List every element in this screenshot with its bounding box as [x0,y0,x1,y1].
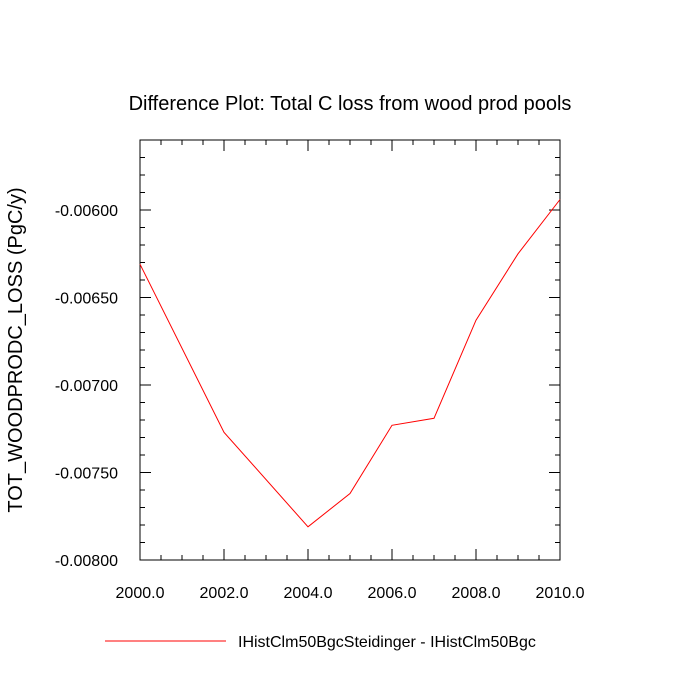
x-tick-labels: 2000.0 2002.0 2004.0 2006.0 2008.0 2010.0 [116,585,585,602]
legend-label: IHistClm50BgcSteidinger - IHistClm50Bgc [238,634,536,651]
y-tick-label: -0.00800 [55,553,118,570]
chart-title: Difference Plot: Total C loss from wood … [129,93,572,115]
y-tick-label: -0.00600 [55,203,118,220]
series-line [139,199,561,528]
x-tick-label: 2000.0 [116,585,165,602]
legend: IHistClm50BgcSteidinger - IHistClm50Bgc [105,634,536,651]
x-tick-label: 2010.0 [536,585,585,602]
y-tick-label: -0.00750 [55,466,118,483]
y-tick-label: -0.00650 [55,291,118,308]
series-lines [139,199,561,528]
x-tick-label: 2002.0 [200,585,249,602]
plot-frame [139,139,561,561]
x-tick-label: 2006.0 [368,585,417,602]
minor-ticks [139,139,561,561]
x-tick-label: 2008.0 [452,585,501,602]
y-tick-labels: -0.00800 -0.00750 -0.00700 -0.00650 -0.00600 [55,203,118,570]
y-tick-label: -0.00700 [55,378,118,395]
major-ticks [139,140,561,561]
x-tick-label: 2004.0 [284,585,333,602]
y-axis-label: TOT_WOODPRODC_LOSS (PgC/y) [5,187,27,512]
